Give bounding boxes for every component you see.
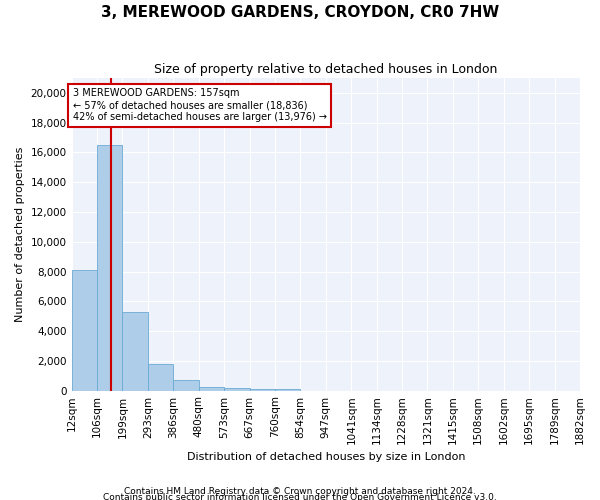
X-axis label: Distribution of detached houses by size in London: Distribution of detached houses by size … bbox=[187, 452, 465, 462]
Bar bbox=[173, 380, 199, 390]
Y-axis label: Number of detached properties: Number of detached properties bbox=[15, 146, 25, 322]
Bar bbox=[122, 312, 148, 390]
Bar bbox=[71, 270, 97, 390]
Bar bbox=[224, 388, 250, 390]
Text: Contains HM Land Registry data © Crown copyright and database right 2024.: Contains HM Land Registry data © Crown c… bbox=[124, 486, 476, 496]
Bar bbox=[199, 386, 224, 390]
Bar bbox=[97, 145, 122, 390]
Bar bbox=[148, 364, 173, 390]
Title: Size of property relative to detached houses in London: Size of property relative to detached ho… bbox=[154, 62, 497, 76]
Text: 3 MEREWOOD GARDENS: 157sqm
← 57% of detached houses are smaller (18,836)
42% of : 3 MEREWOOD GARDENS: 157sqm ← 57% of deta… bbox=[73, 88, 326, 122]
Bar bbox=[250, 388, 275, 390]
Text: 3, MEREWOOD GARDENS, CROYDON, CR0 7HW: 3, MEREWOOD GARDENS, CROYDON, CR0 7HW bbox=[101, 5, 499, 20]
Text: Contains public sector information licensed under the Open Government Licence v3: Contains public sector information licen… bbox=[103, 492, 497, 500]
